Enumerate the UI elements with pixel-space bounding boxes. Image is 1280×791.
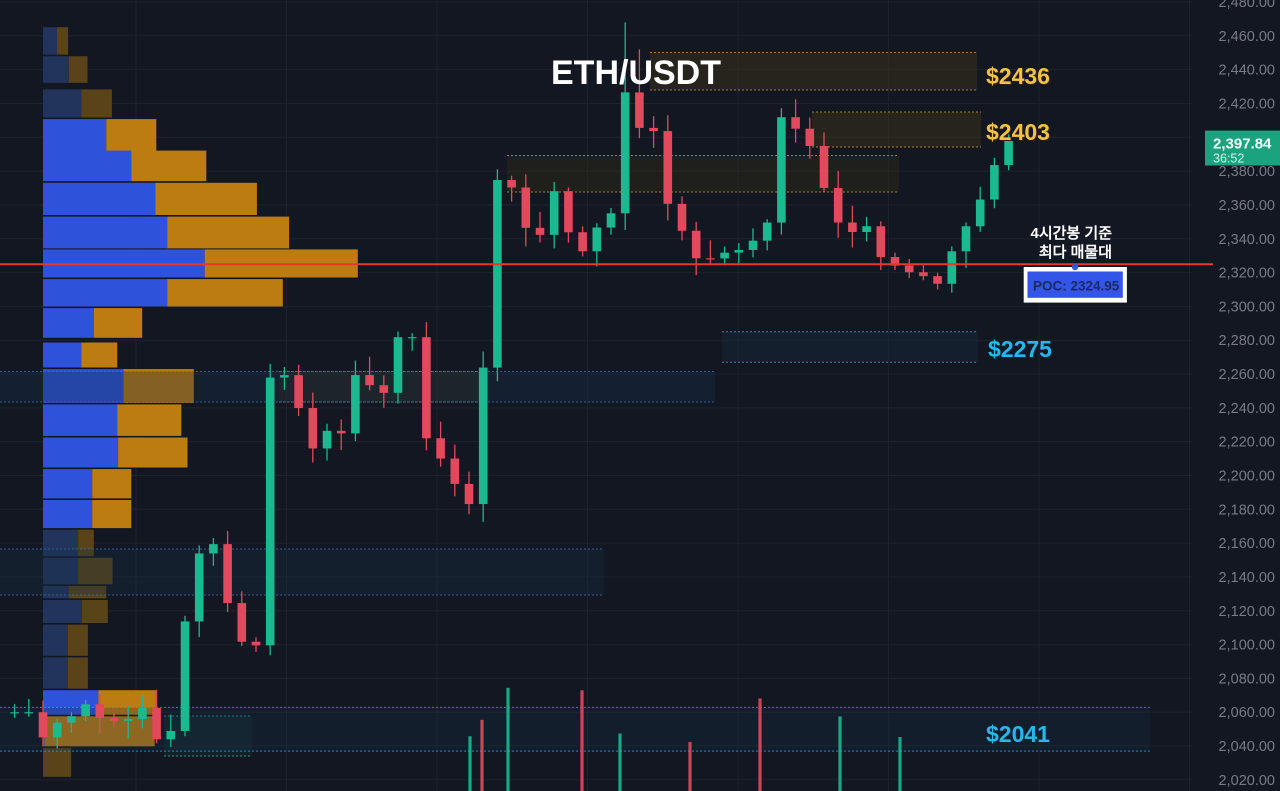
svg-text:2,360.00: 2,360.00 (1219, 198, 1275, 214)
svg-text:2,200.00: 2,200.00 (1219, 468, 1275, 484)
svg-text:2,040.00: 2,040.00 (1219, 739, 1275, 755)
svg-text:4시간봉 기준: 4시간봉 기준 (1030, 225, 1112, 242)
svg-text:2,397.84: 2,397.84 (1213, 136, 1272, 153)
svg-text:2,180.00: 2,180.00 (1219, 502, 1275, 518)
svg-text:$2041: $2041 (986, 721, 1050, 747)
svg-text:2,060.00: 2,060.00 (1219, 705, 1275, 721)
svg-text:2,140.00: 2,140.00 (1219, 570, 1275, 586)
svg-text:2,460.00: 2,460.00 (1219, 29, 1275, 45)
svg-text:2,480.00: 2,480.00 (1219, 0, 1275, 11)
svg-text:2,340.00: 2,340.00 (1219, 232, 1275, 248)
svg-text:2,240.00: 2,240.00 (1219, 401, 1275, 417)
svg-text:2,300.00: 2,300.00 (1219, 299, 1275, 315)
svg-text:2,280.00: 2,280.00 (1219, 333, 1275, 349)
svg-text:2,440.00: 2,440.00 (1219, 63, 1275, 79)
svg-text:2,420.00: 2,420.00 (1219, 96, 1275, 112)
svg-text:$2403: $2403 (986, 119, 1050, 145)
svg-text:2,260.00: 2,260.00 (1219, 367, 1275, 383)
svg-text:최다 매물대: 최다 매물대 (1039, 243, 1112, 261)
svg-text:2,380.00: 2,380.00 (1219, 164, 1275, 180)
svg-text:2,020.00: 2,020.00 (1219, 773, 1275, 789)
svg-text:$2275: $2275 (988, 336, 1052, 362)
svg-text:2,220.00: 2,220.00 (1219, 435, 1275, 451)
svg-text:2,120.00: 2,120.00 (1219, 604, 1275, 620)
svg-text:ETH/USDT: ETH/USDT (551, 54, 721, 92)
svg-text:36:52: 36:52 (1213, 152, 1244, 166)
svg-text:2,320.00: 2,320.00 (1219, 266, 1275, 282)
svg-text:POC: 2324.95: POC: 2324.95 (1033, 279, 1120, 294)
svg-text:2,080.00: 2,080.00 (1219, 671, 1275, 687)
svg-text:2,100.00: 2,100.00 (1219, 638, 1275, 654)
svg-text:$2436: $2436 (986, 63, 1050, 89)
svg-text:2,160.00: 2,160.00 (1219, 536, 1275, 552)
